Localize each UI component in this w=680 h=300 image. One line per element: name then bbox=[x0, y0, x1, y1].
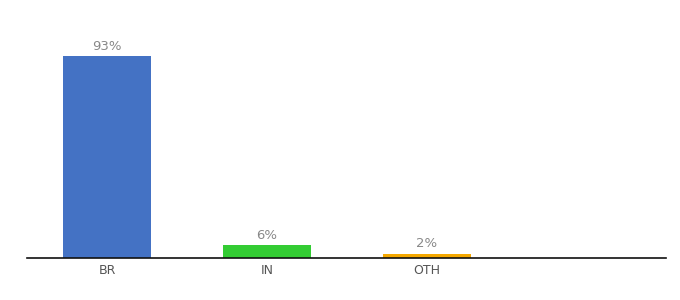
Bar bbox=[63, 56, 151, 258]
Text: 2%: 2% bbox=[416, 237, 437, 250]
Bar bbox=[383, 254, 471, 258]
Text: 6%: 6% bbox=[256, 229, 277, 242]
Text: 93%: 93% bbox=[92, 40, 122, 53]
Bar bbox=[223, 245, 311, 258]
